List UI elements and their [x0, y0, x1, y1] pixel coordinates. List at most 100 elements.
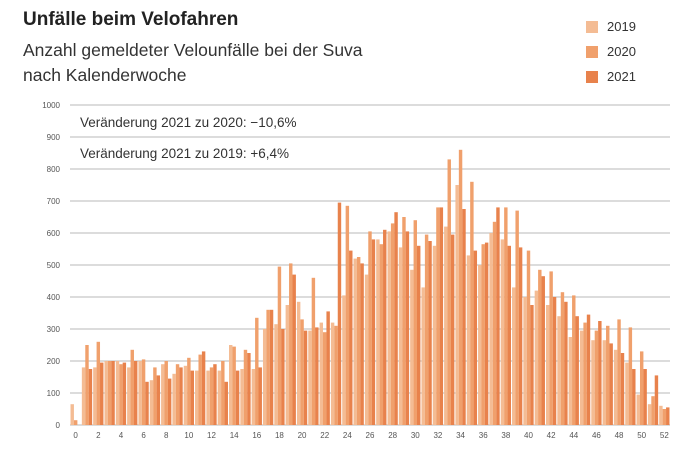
- x-tick-label-4: 4: [119, 431, 124, 440]
- bar-2019-week-16: [251, 369, 256, 425]
- bar-2021-week-9: [179, 367, 183, 425]
- bar-2019-week-14: [229, 345, 233, 425]
- bar-2021-week-44: [575, 316, 579, 425]
- bar-2019-week-10: [183, 365, 188, 425]
- bar-2020-week-0: [73, 420, 78, 425]
- bar-2021-week-40: [530, 305, 534, 425]
- bar-2020-week-47: [606, 325, 610, 425]
- bar-2020-week-28: [390, 223, 395, 425]
- bar-2021-week-17: [269, 309, 274, 425]
- bar-2020-week-16: [255, 317, 259, 425]
- bar-2019-week-11: [195, 370, 199, 425]
- bar-2021-week-16: [258, 367, 262, 425]
- bar-2020-week-41: [538, 269, 542, 425]
- bar-2021-week-18: [281, 329, 285, 425]
- y-tick-label-300: 300: [47, 325, 61, 334]
- bar-2019-week-18: [274, 324, 278, 425]
- bar-2021-week-28: [394, 212, 398, 425]
- bar-2019-week-39: [512, 287, 516, 425]
- bar-2019-week-3: [104, 361, 108, 425]
- bar-2021-week-2: [100, 362, 104, 425]
- bar-2020-week-20: [300, 319, 304, 425]
- y-tick-label-800: 800: [47, 165, 61, 174]
- bar-2019-week-49: [625, 362, 629, 425]
- bar-2019-week-37: [489, 233, 493, 425]
- bar-2019-week-43: [557, 316, 561, 425]
- annotation-change-2020: Veränderung 2021 zu 2020: −10,6%: [80, 115, 297, 130]
- bar-2019-week-17: [262, 329, 267, 425]
- bar-2021-week-3: [111, 361, 115, 425]
- bar-2021-week-24: [349, 250, 353, 425]
- x-tick-label-6: 6: [141, 431, 146, 440]
- bar-2020-week-18: [277, 266, 282, 425]
- bar-2020-week-19: [289, 263, 293, 425]
- x-tick-label-16: 16: [252, 431, 261, 440]
- bar-2021-week-48: [620, 353, 625, 425]
- bar-2020-week-52: [662, 409, 667, 425]
- bar-2021-week-1: [88, 369, 93, 425]
- bar-2019-week-27: [376, 239, 380, 425]
- bar-2019-week-52: [659, 405, 663, 425]
- y-tick-label-100: 100: [47, 389, 61, 398]
- bar-2020-week-14: [232, 346, 236, 425]
- legend-swatch-2019: [586, 20, 598, 33]
- bar-2019-week-4: [115, 361, 120, 425]
- bar-2021-week-50: [643, 369, 647, 425]
- bar-2021-week-31: [428, 241, 432, 425]
- x-tick-label-32: 32: [433, 431, 442, 440]
- bar-2019-week-12: [206, 370, 210, 425]
- bar-2019-week-29: [398, 247, 403, 425]
- bar-2019-week-13: [217, 370, 222, 425]
- bar-2020-week-3: [107, 361, 112, 425]
- bar-2019-week-31: [421, 287, 425, 425]
- x-axis-ticks: 0 2 4 6 8 10 12 14 16 18 20 22 24 26 28 30 32 34 36 38 40 42 4…: [73, 431, 669, 440]
- bar-2020-week-24: [345, 205, 350, 425]
- bar-2020-week-32: [436, 207, 440, 425]
- bar-2019-week-9: [172, 373, 176, 425]
- bar-2020-week-37: [492, 221, 497, 425]
- bar-2020-week-22: [323, 332, 327, 425]
- bar-2021-week-20: [303, 330, 308, 425]
- bar-2019-week-7: [149, 380, 154, 425]
- legend-item-2019: 2019: [586, 14, 636, 39]
- bar-2021-week-42: [552, 297, 557, 425]
- bar-2019-week-1: [81, 367, 86, 425]
- bar-2020-week-34: [458, 149, 463, 426]
- bar-2020-week-33: [447, 159, 451, 425]
- bar-2019-week-34: [455, 185, 459, 425]
- bar-2021-week-15: [247, 353, 251, 425]
- bar-2020-week-8: [164, 361, 168, 425]
- bar-2020-week-30: [413, 220, 417, 425]
- bar-2020-week-44: [572, 295, 576, 425]
- bar-2019-week-21: [308, 330, 312, 425]
- bar-2020-week-43: [560, 292, 565, 425]
- bar-2021-week-4: [122, 362, 127, 425]
- bar-2019-week-40: [523, 297, 527, 425]
- bar-2019-week-23: [330, 322, 335, 425]
- bar-2021-week-39: [518, 247, 523, 425]
- bar-2019-week-22: [319, 322, 323, 425]
- bar-2020-week-1: [85, 345, 89, 425]
- bar-2021-week-37: [496, 207, 500, 425]
- bar-2021-week-26: [371, 239, 376, 425]
- bar-2020-week-49: [628, 327, 633, 425]
- bar-2021-week-32: [439, 207, 444, 425]
- bar-2019-week-44: [568, 337, 573, 425]
- bar-2019-week-26: [364, 274, 369, 425]
- subtitle-line-2: nach Kalenderwoche: [23, 65, 187, 85]
- bar-2019-week-5: [127, 367, 131, 425]
- bar-2020-week-23: [334, 325, 338, 425]
- bar-2021-week-25: [360, 263, 364, 425]
- y-tick-label-600: 600: [47, 229, 61, 238]
- bar-2019-week-0: [70, 404, 74, 425]
- bar-2020-week-25: [356, 257, 361, 425]
- bar-2021-week-38: [507, 245, 511, 425]
- bar-2019-week-20: [296, 301, 301, 425]
- y-tick-label-200: 200: [47, 357, 61, 366]
- bar-2021-week-14: [235, 370, 240, 425]
- bar-2020-week-39: [515, 210, 519, 425]
- x-tick-label-8: 8: [164, 431, 169, 440]
- bar-2021-week-52: [666, 407, 670, 425]
- bars: [70, 149, 670, 426]
